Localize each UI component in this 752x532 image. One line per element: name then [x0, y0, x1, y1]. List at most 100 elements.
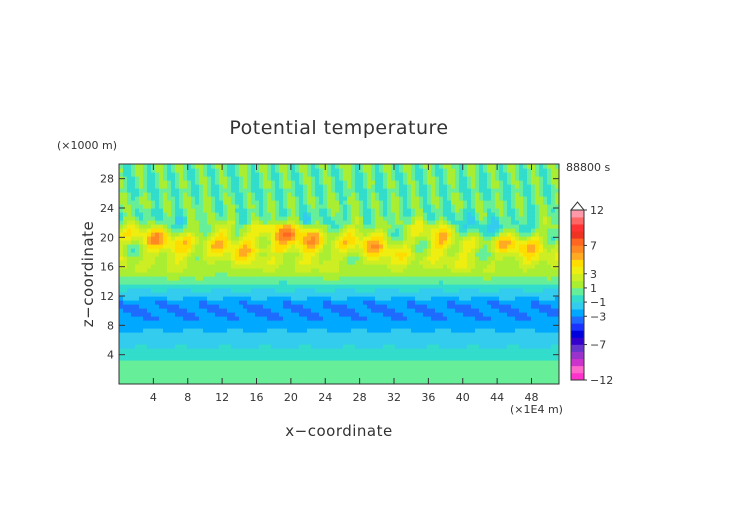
heatmap-cell — [431, 356, 436, 361]
heatmap-cell — [191, 344, 196, 349]
heatmap-cell — [303, 272, 308, 277]
heatmap-cell — [123, 332, 128, 337]
heatmap-cell — [259, 288, 264, 293]
heatmap-cell — [503, 252, 508, 257]
heatmap-cell — [243, 336, 248, 341]
heatmap-cell — [231, 364, 236, 369]
heatmap-cell — [459, 340, 464, 345]
heatmap-cell — [259, 376, 264, 381]
heatmap-cell — [135, 260, 140, 265]
heatmap-cell — [543, 256, 548, 261]
heatmap-cell — [143, 364, 148, 369]
heatmap-cell — [371, 320, 376, 325]
heatmap-cell — [219, 372, 224, 377]
heatmap-cell — [423, 328, 428, 333]
heatmap-cell — [267, 212, 272, 217]
heatmap-cell — [231, 284, 236, 289]
heatmap-cell — [287, 364, 292, 369]
heatmap-cell — [371, 288, 376, 293]
heatmap-cell — [187, 296, 192, 301]
heatmap-cell — [527, 316, 532, 321]
heatmap-cell — [375, 292, 380, 297]
heatmap-cell — [367, 320, 372, 325]
heatmap-cell — [207, 248, 212, 253]
heatmap-cell — [447, 344, 452, 349]
heatmap-cell — [427, 316, 432, 321]
heatmap-cell — [327, 340, 332, 345]
heatmap-cell — [235, 364, 240, 369]
heatmap-cell — [179, 364, 184, 369]
heatmap-cell — [235, 216, 240, 221]
heatmap-cell — [443, 232, 448, 237]
heatmap-cell — [195, 204, 200, 209]
heatmap-cell — [299, 220, 304, 225]
heatmap-cell — [295, 356, 300, 361]
heatmap-cell — [275, 284, 280, 289]
heatmap-cell — [303, 244, 308, 249]
heatmap-cell — [355, 288, 360, 293]
heatmap-cell — [475, 296, 480, 301]
heatmap-cell — [411, 248, 416, 253]
heatmap-cell — [251, 284, 256, 289]
heatmap-cell — [275, 328, 280, 333]
heatmap-cell — [195, 252, 200, 257]
heatmap-cell — [439, 320, 444, 325]
heatmap-cell — [503, 284, 508, 289]
heatmap-cell — [395, 372, 400, 377]
heatmap-cell — [555, 228, 559, 233]
heatmap-cell — [275, 252, 280, 257]
heatmap-cell — [495, 256, 500, 261]
heatmap-cell — [351, 272, 356, 277]
heatmap-cell — [291, 316, 296, 321]
heatmap-cell — [295, 288, 300, 293]
heatmap-cell — [231, 260, 236, 265]
heatmap-cell — [463, 316, 468, 321]
heatmap-cell — [523, 276, 528, 281]
heatmap-cell — [139, 272, 144, 277]
heatmap-cell — [207, 348, 212, 353]
heatmap-cell — [363, 324, 368, 329]
heatmap-cell — [159, 348, 164, 353]
heatmap-cell — [263, 204, 268, 209]
heatmap-cell — [307, 304, 312, 309]
heatmap-cell — [379, 308, 384, 313]
heatmap-cell — [283, 264, 288, 269]
heatmap-cell — [243, 376, 248, 381]
heatmap-cell — [135, 316, 140, 321]
heatmap-cell — [391, 256, 396, 261]
heatmap-cell — [187, 288, 192, 293]
heatmap-cell — [375, 320, 380, 325]
heatmap-cell — [431, 280, 436, 285]
heatmap-cell — [147, 288, 152, 293]
heatmap-cell — [359, 268, 364, 273]
heatmap-cell — [531, 368, 536, 373]
heatmap-cell — [455, 340, 460, 345]
heatmap-cell — [255, 288, 260, 293]
heatmap-cell — [347, 272, 352, 277]
heatmap-cell — [135, 352, 140, 357]
heatmap-cell — [347, 276, 352, 281]
heatmap-cell — [279, 328, 284, 333]
heatmap-cell — [311, 348, 316, 353]
heatmap-cell — [351, 340, 356, 345]
heatmap-cell — [235, 204, 240, 209]
heatmap-cell — [451, 296, 456, 301]
heatmap-cell — [375, 248, 380, 253]
heatmap-cell — [459, 352, 464, 357]
heatmap-cell — [151, 204, 156, 209]
heatmap-cell — [151, 296, 156, 301]
heatmap-cell — [467, 220, 472, 225]
heatmap-cell — [147, 228, 152, 233]
heatmap-cell — [415, 256, 420, 261]
heatmap-cell — [135, 336, 140, 341]
heatmap-cell — [459, 240, 464, 245]
heatmap-cell — [311, 304, 316, 309]
heatmap-cell — [535, 272, 540, 277]
heatmap-cell — [215, 380, 220, 384]
heatmap-cell — [195, 232, 200, 237]
heatmap-cell — [247, 216, 252, 221]
heatmap-cell — [395, 348, 400, 353]
heatmap-cell — [507, 208, 512, 213]
heatmap-cell — [435, 340, 440, 345]
heatmap-cell — [407, 308, 412, 313]
